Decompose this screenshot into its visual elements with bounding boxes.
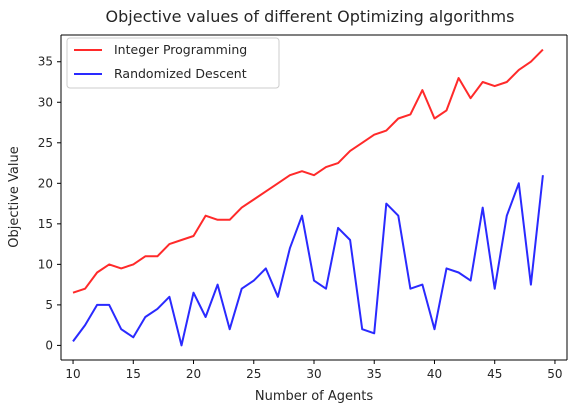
legend-label-integer-programming: Integer Programming (114, 42, 247, 57)
legend-label-randomized-descent: Randomized Descent (114, 66, 247, 81)
series-line-integer-programming (72, 48, 544, 294)
x-axis-label: Number of Agents (255, 389, 373, 404)
series-line-randomized-descent (72, 175, 544, 347)
y-tick-label: 15 (38, 217, 53, 231)
y-tick-label: 20 (38, 176, 53, 190)
x-axis-ticks: 10 15 20 25 30 35 40 45 50 (65, 360, 563, 381)
series-layer (72, 48, 544, 347)
x-tick-label: 35 (367, 367, 382, 381)
x-tick-label: 15 (126, 367, 141, 381)
x-tick-label: 45 (487, 367, 502, 381)
y-tick-label: 35 (38, 55, 53, 69)
plot-area (61, 35, 567, 360)
x-tick-label: 20 (186, 367, 201, 381)
legend-box (66, 37, 280, 89)
y-tick-label: 5 (45, 298, 53, 312)
x-tick-label: 40 (427, 367, 442, 381)
y-tick-label: 30 (38, 95, 53, 109)
y-axis-ticks: 0 5 10 15 20 25 30 35 (38, 55, 61, 352)
x-tick-label: 30 (306, 367, 321, 381)
y-tick-label: 25 (38, 136, 53, 150)
legend: Integer Programming Randomized Descent (66, 37, 280, 89)
y-axis-label: Objective Value (7, 146, 22, 247)
y-tick-label: 10 (38, 257, 53, 271)
x-tick-label: 50 (547, 367, 562, 381)
x-tick-label: 25 (246, 367, 261, 381)
chart-title: Objective values of different Optimizing… (106, 7, 515, 26)
x-tick-label: 10 (65, 367, 80, 381)
y-tick-label: 0 (45, 338, 53, 352)
